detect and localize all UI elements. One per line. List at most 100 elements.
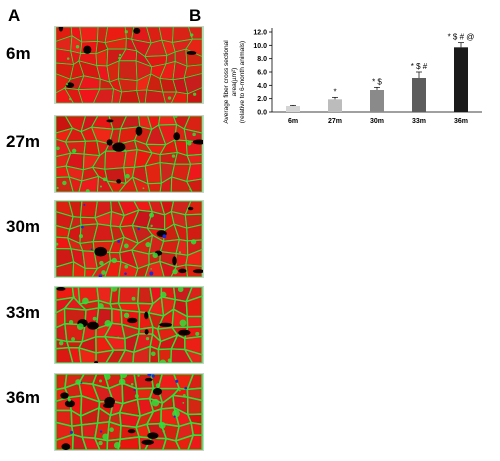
interstitial-gap (173, 132, 180, 141)
muscle-fiber (170, 348, 194, 363)
muscle-fiber (68, 176, 83, 192)
fibrotic-patch (85, 189, 90, 192)
y-tick-label: 10.0 (253, 43, 267, 50)
interstitial-gap (192, 139, 203, 145)
fibrotic-patch (182, 401, 185, 404)
fibrotic-patch (67, 398, 71, 402)
fibrotic-patch (151, 351, 156, 357)
muscle-fiber (77, 88, 101, 103)
category-label: 6m (288, 118, 298, 125)
interstitial-gap (144, 377, 153, 382)
interstitial-gap (87, 321, 99, 330)
interstitial-gap (159, 322, 172, 327)
muscle-fiber (170, 176, 193, 192)
fibrotic-patch (162, 429, 165, 433)
fibrotic-patch (101, 270, 106, 275)
fibrotic-patch (58, 340, 64, 346)
y-tick-label: 2.0 (257, 96, 267, 103)
muscle-fiber (117, 349, 135, 363)
fibrotic-patch (68, 319, 74, 325)
fibrotic-patch (124, 30, 128, 34)
muscle-fiber (111, 88, 123, 103)
muscle-fiber (104, 260, 122, 277)
muscle-fiber (55, 261, 75, 277)
muscle-fiber (144, 89, 166, 103)
fibrotic-patch (75, 45, 80, 49)
fiber-area-bar-chart: Average fiber cross sectional area(µm²) … (223, 28, 482, 125)
significance-marker: * $ # @ (448, 33, 475, 42)
fibrotic-patch (99, 379, 103, 383)
fibrotic-patch (65, 83, 69, 86)
muscle-fiber (118, 260, 139, 277)
interstitial-gap (152, 388, 163, 396)
fibrotic-patch (69, 97, 72, 101)
muscle-fiber (190, 421, 203, 436)
fibrotic-patch (71, 148, 77, 153)
fibrotic-patch (123, 243, 129, 249)
micrograph-30m (54, 200, 204, 278)
category-labels: 6m 27m 30m 33m 36m (288, 118, 468, 125)
fibrotic-patch (130, 382, 134, 386)
fibrotic-patch (118, 56, 121, 60)
muscle-fiber (159, 176, 173, 192)
significance-marker: * $ (372, 77, 382, 86)
bar-30m (370, 90, 384, 112)
muscle-fiber (117, 436, 141, 450)
fibrotic-patch (145, 337, 150, 341)
fibrotic-patch (179, 319, 187, 327)
fibrotic-patch (82, 297, 89, 305)
bar-33m (412, 78, 426, 112)
fibrotic-patch (98, 440, 103, 446)
nucleus (117, 240, 121, 243)
fibrotic-patch (145, 241, 151, 248)
muscle-fiber (159, 260, 177, 277)
muscle-fiber (79, 201, 98, 219)
fibrotic-patch (56, 146, 60, 151)
interstitial-gap (102, 403, 114, 409)
bars: * * $ * $ # * $ # @ (286, 33, 474, 112)
interstitial-gap (144, 329, 149, 335)
category-label: 30m (370, 118, 384, 125)
muscle-fiber (72, 260, 86, 277)
interstitial-gap (133, 27, 141, 34)
fibrotic-patch (97, 303, 104, 310)
fibrotic-patch (113, 441, 121, 449)
y-tick-label: 12.0 (253, 30, 267, 37)
fibrotic-patch (102, 433, 109, 440)
muscle-fiber (111, 307, 123, 326)
fibrotic-patch (150, 268, 152, 270)
fibrotic-patch (190, 33, 194, 37)
bar-27m (328, 99, 342, 112)
fibrotic-patch (172, 409, 180, 418)
fibrotic-patch (55, 242, 59, 246)
interstitial-gap (172, 256, 177, 266)
interstitial-gap (135, 126, 143, 136)
fibrotic-patch (111, 257, 117, 264)
nucleus (162, 234, 167, 239)
fibrotic-patch (99, 260, 104, 266)
fibrotic-patch (158, 421, 166, 429)
interstitial-gap (187, 206, 194, 211)
interstitial-gap (141, 439, 154, 445)
fibrotic-patch (171, 154, 176, 158)
muscle-fiber (67, 346, 82, 363)
muscle-fiber (147, 182, 162, 192)
interstitial-gap (144, 311, 149, 320)
fibrotic-patch (110, 287, 118, 292)
fibrotic-patch (62, 180, 67, 186)
panel-a-letter: A (8, 6, 21, 25)
fibrotic-patch (160, 291, 167, 298)
muscle-fiber (118, 176, 139, 192)
nucleus (173, 415, 176, 418)
muscle-fiber (55, 87, 74, 103)
muscle-fiber (117, 78, 138, 93)
category-label: 36m (454, 118, 468, 125)
fibrotic-patch (155, 383, 161, 388)
fibrotic-patch (104, 320, 112, 327)
interstitial-gap (112, 142, 126, 152)
fibrotic-patch (182, 393, 186, 397)
fibrotic-patch (66, 57, 70, 60)
fibrotic-patch (56, 186, 59, 190)
nucleus (175, 379, 179, 383)
nucleus (149, 271, 154, 276)
